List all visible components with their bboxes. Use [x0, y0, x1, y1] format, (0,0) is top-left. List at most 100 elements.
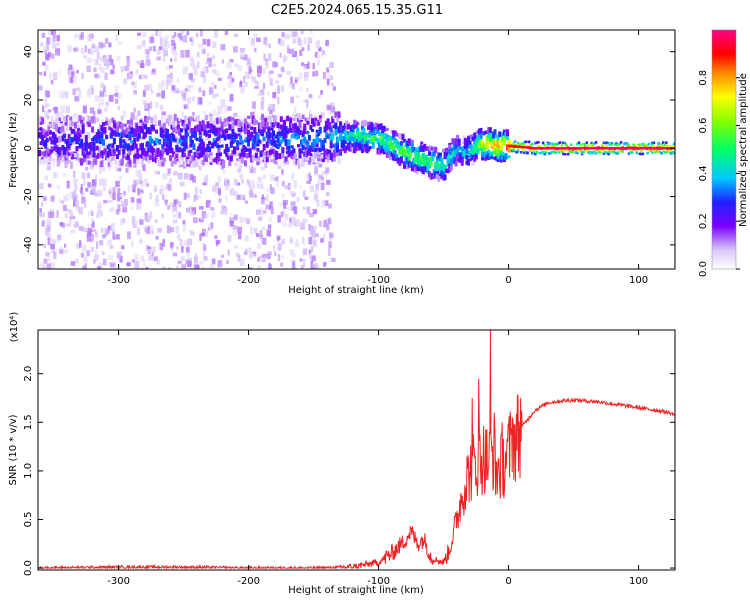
heatmap-ridge-cell — [109, 127, 113, 132]
heatmap-noise-cell — [308, 93, 313, 99]
heatmap-noise-cell — [88, 210, 92, 216]
heatmap-noise-cell — [204, 174, 209, 182]
heatmap-noise-cell — [177, 32, 183, 38]
heatmap-ridge-cell — [353, 136, 357, 144]
heatmap-ridge-cell — [245, 136, 249, 143]
heatmap-ridge-cell — [485, 135, 489, 142]
heatmap-noise-cell — [260, 197, 265, 205]
heatmap-noise-cell — [56, 185, 61, 190]
heatmap-core-cell — [662, 147, 664, 150]
heatmap-ridge-cell — [390, 142, 394, 147]
heatmap-noise-cell — [308, 249, 311, 254]
heatmap-noise-cell — [132, 164, 137, 168]
heatmap-noise-cell — [215, 185, 220, 194]
heatmap-noise-cell — [179, 238, 183, 246]
heatmap-core-cell — [519, 145, 521, 149]
heatmap-ridge-cell — [334, 122, 338, 130]
heatmap-ridge-cell — [262, 155, 266, 160]
heatmap-ridge-cell — [50, 115, 54, 123]
heatmap-noise-cell — [203, 75, 207, 83]
heatmap-ridge-cell — [133, 137, 137, 145]
figure-title: C2E5.2024.065.15.35.G11 — [271, 3, 443, 18]
heatmap-ridge-cell — [318, 118, 322, 123]
heatmap-ridge-cell — [183, 123, 187, 131]
heatmap-ridge-cell — [38, 149, 41, 157]
heatmap-noise-cell — [301, 264, 304, 269]
heatmap-noise-cell — [188, 84, 194, 89]
heatmap-ridge-cell — [507, 140, 511, 145]
heatmap-ridge-cell — [89, 146, 93, 150]
heatmap-noise-cell — [245, 248, 248, 253]
heatmap-ridge-cell — [306, 150, 310, 157]
heatmap-ridge-cell — [122, 139, 126, 144]
heatmap-ridge-cell — [183, 161, 187, 169]
heatmap-ridge-cell — [587, 151, 590, 154]
heatmap-ridge-cell — [201, 149, 205, 154]
heatmap-ridge-cell — [176, 148, 180, 153]
heatmap-noise-cell — [262, 237, 267, 245]
heatmap-noise-cell — [136, 227, 141, 236]
heatmap-ridge-cell — [321, 158, 325, 163]
heatmap-ridge-cell — [270, 139, 274, 145]
heatmap-noise-cell — [84, 203, 87, 209]
heatmap-noise-cell — [110, 59, 114, 66]
heatmap-ridge-cell — [423, 158, 427, 164]
heatmap-ridge-cell — [512, 147, 515, 151]
heatmap-ridge-cell — [392, 144, 396, 150]
heatmap-noise-cell — [291, 172, 294, 181]
heatmap-ridge-cell — [217, 156, 221, 162]
heatmap-ridge-cell — [69, 138, 73, 144]
heatmap-noise-cell — [193, 264, 198, 269]
heatmap-noise-cell — [185, 193, 191, 198]
heatmap-ridge-cell — [354, 120, 358, 125]
heatmap-noise-cell — [104, 107, 108, 113]
heatmap-ridge-cell — [80, 119, 84, 124]
heatmap-ridge-cell — [350, 135, 353, 142]
heatmap-noise-cell — [98, 203, 101, 209]
heatmap-noise-cell — [99, 90, 104, 98]
heatmap-noise-cell — [137, 110, 141, 116]
heatmap-ridge-cell — [373, 129, 377, 136]
heatmap-noise-cell — [292, 261, 296, 269]
heatmap-ridge-cell — [181, 148, 185, 155]
heatmap-ridge-cell — [353, 146, 357, 154]
heatmap-noise-cell — [73, 178, 78, 186]
heatmap-noise-cell — [290, 201, 296, 207]
heatmap-core-cell — [568, 147, 570, 150]
heatmap-noise-cell — [136, 203, 142, 210]
heatmap-ridge-cell — [669, 152, 673, 155]
heatmap-ridge-cell — [619, 141, 623, 144]
heatmap-noise-cell — [291, 206, 295, 211]
heatmap-ridge-cell — [635, 148, 638, 152]
heatmap-noise-cell — [233, 33, 239, 37]
heatmap-ridge-cell — [471, 149, 475, 155]
heatmap-ridge-cell — [184, 162, 188, 167]
heatmap-core-cell — [577, 147, 579, 150]
heatmap-ridge-cell — [212, 120, 216, 125]
heatmap-noise-cell — [257, 265, 261, 269]
heatmap-noise-cell — [262, 258, 266, 263]
heatmap-core-cell — [542, 147, 544, 150]
heatmap-noise-cell — [50, 195, 55, 202]
heatmap-noise-cell — [115, 34, 118, 41]
heatmap-noise-cell — [108, 167, 111, 171]
heatmap-ridge-cell — [482, 152, 486, 158]
heatmap-core-cell — [552, 147, 555, 150]
heatmap-ridge-cell — [468, 140, 472, 147]
heatmap-ridge-cell — [356, 131, 360, 139]
heatmap-ridge-cell — [186, 116, 190, 121]
heatmap-noise-cell — [100, 98, 104, 106]
heatmap-noise-cell — [98, 190, 103, 197]
heatmap-ridge-cell — [459, 152, 463, 156]
heatmap-ridge-cell — [198, 136, 202, 143]
heatmap-ridge-cell — [183, 153, 187, 157]
heatmap-noise-cell — [167, 168, 171, 174]
heatmap-ridge-cell — [50, 140, 54, 145]
heatmap-ridge-cell — [130, 145, 134, 151]
heatmap-noise-cell — [269, 201, 273, 209]
heatmap-ridge-cell — [187, 117, 191, 124]
heatmap-ridge-cell — [181, 153, 185, 158]
heatmap-noise-cell — [116, 55, 121, 62]
heatmap-ridge-cell — [134, 129, 138, 137]
heatmap-ridge-cell — [211, 143, 215, 149]
